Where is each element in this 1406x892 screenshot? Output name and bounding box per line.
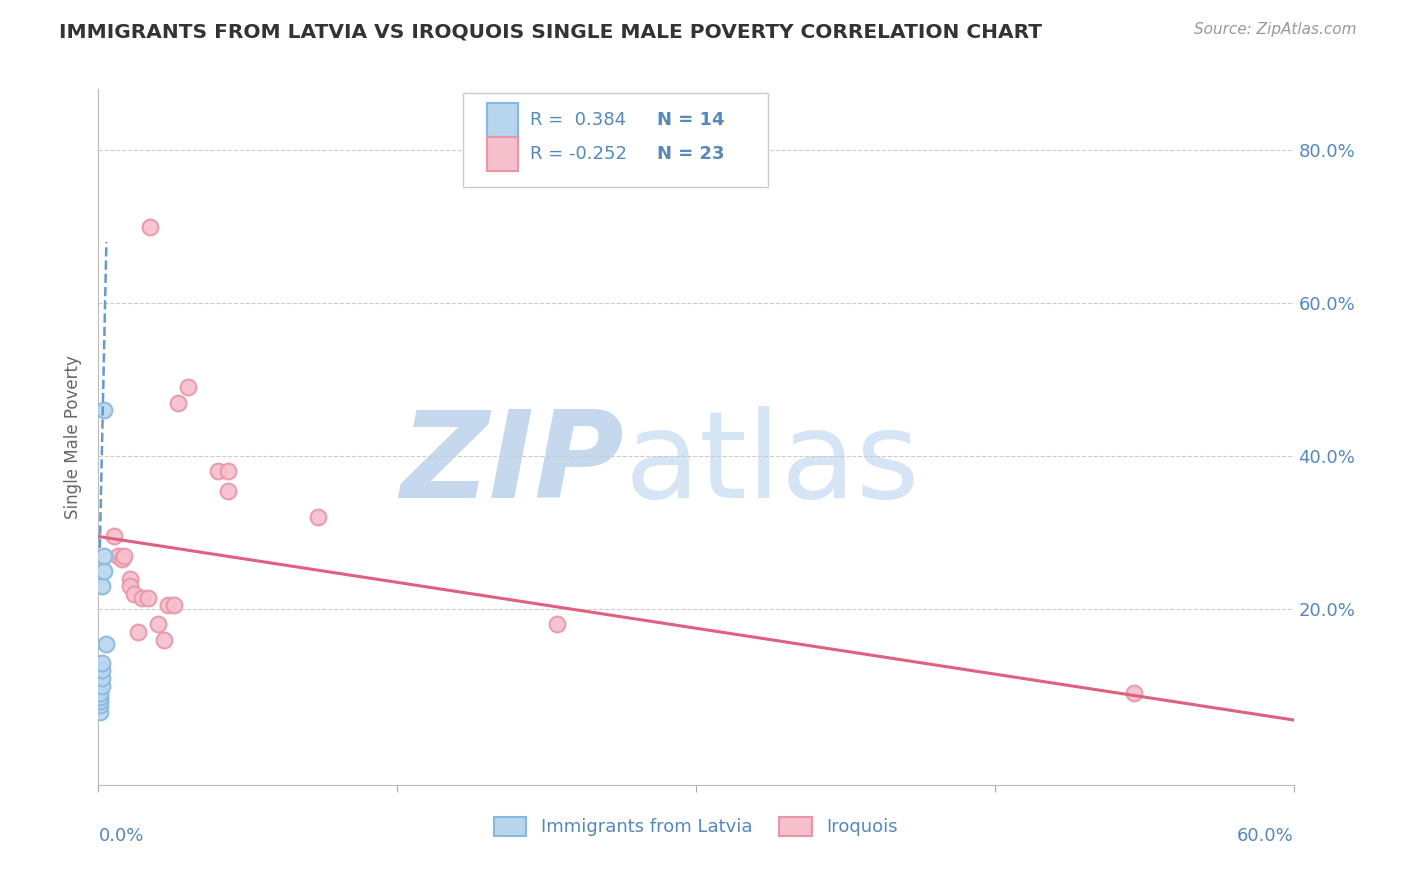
Point [120, 572, 142, 586]
Point [91, 679, 114, 693]
Point [107, 549, 129, 563]
Y-axis label: Single Male Poverty: Single Male Poverty [65, 355, 83, 519]
Point [1123, 686, 1146, 700]
Point [89, 706, 111, 720]
Point [207, 465, 229, 479]
Point [157, 599, 180, 613]
Text: ZIP: ZIP [401, 407, 624, 524]
Point [93, 564, 115, 578]
Point [131, 591, 153, 605]
Point [103, 529, 125, 543]
FancyBboxPatch shape [486, 136, 517, 170]
Point [167, 395, 190, 409]
Legend: Immigrants from Latvia, Iroquois: Immigrants from Latvia, Iroquois [485, 808, 907, 846]
Text: IMMIGRANTS FROM LATVIA VS IROQUOIS SINGLE MALE POVERTY CORRELATION CHART: IMMIGRANTS FROM LATVIA VS IROQUOIS SINGL… [59, 22, 1042, 41]
Point [91, 656, 114, 670]
Point [89, 698, 111, 712]
Point [93, 403, 115, 417]
Point [307, 510, 329, 524]
Text: 0.0%: 0.0% [98, 827, 143, 845]
Point [148, 617, 170, 632]
Point [163, 599, 186, 613]
Point [139, 219, 162, 234]
Point [124, 587, 146, 601]
Point [89, 686, 111, 700]
Point [217, 483, 239, 498]
Text: N = 23: N = 23 [657, 145, 724, 162]
Point [91, 663, 114, 677]
Point [93, 549, 115, 563]
Text: R = -0.252: R = -0.252 [530, 145, 627, 162]
Point [136, 591, 159, 605]
Point [120, 579, 142, 593]
Point [546, 617, 568, 632]
Point [111, 552, 134, 566]
Point [91, 671, 114, 685]
Point [177, 380, 200, 394]
Point [91, 579, 114, 593]
Point [89, 690, 111, 704]
Text: N = 14: N = 14 [657, 112, 724, 129]
FancyBboxPatch shape [486, 103, 517, 137]
Text: Source: ZipAtlas.com: Source: ZipAtlas.com [1194, 22, 1357, 37]
FancyBboxPatch shape [463, 93, 768, 186]
Point [89, 694, 111, 708]
Point [96, 636, 118, 650]
Point [153, 632, 176, 647]
Point [217, 465, 239, 479]
Text: 60.0%: 60.0% [1237, 827, 1294, 845]
Text: atlas: atlas [624, 407, 920, 524]
Point [127, 625, 149, 640]
Point [112, 549, 135, 563]
Text: R =  0.384: R = 0.384 [530, 112, 626, 129]
